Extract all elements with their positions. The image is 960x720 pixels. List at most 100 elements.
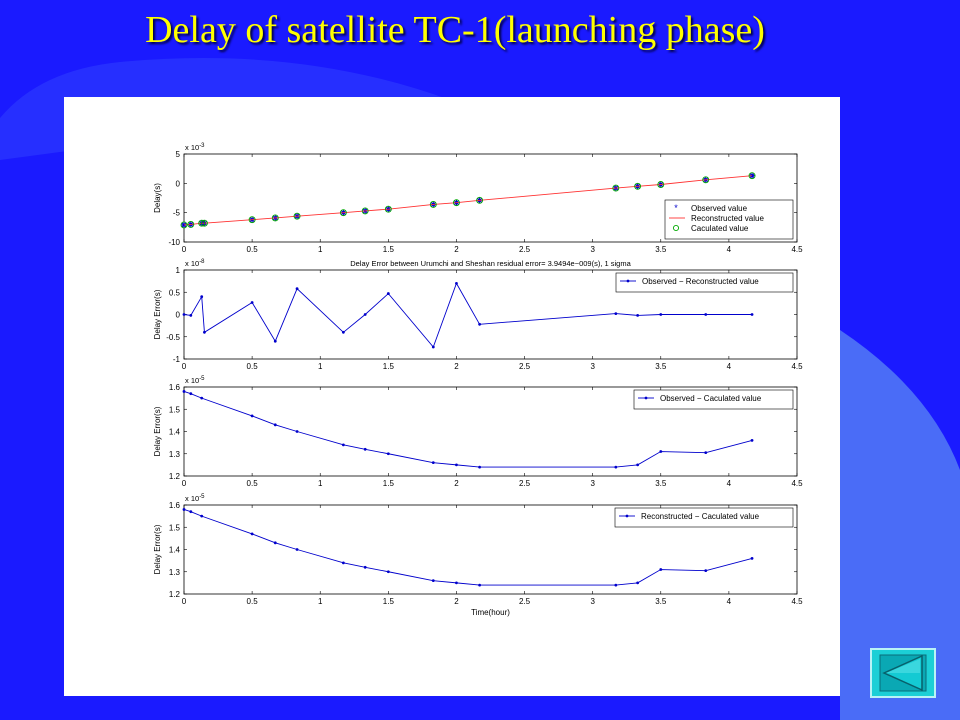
data-point bbox=[250, 532, 254, 536]
y-axis-label: Delay Error(s) bbox=[153, 524, 162, 574]
x-tick-label: 0 bbox=[182, 479, 187, 488]
data-point bbox=[295, 430, 299, 433]
x-tick-label: 2.5 bbox=[519, 597, 531, 606]
accent-shape bbox=[840, 330, 960, 720]
x-tick-label: 2 bbox=[454, 597, 459, 606]
x-tick-label: 0 bbox=[182, 597, 187, 606]
y-tick-label: -5 bbox=[173, 209, 181, 218]
data-point bbox=[250, 301, 254, 304]
data-point bbox=[200, 219, 208, 227]
data-point bbox=[659, 568, 663, 571]
x-tick-label: 4 bbox=[727, 362, 732, 371]
data-point bbox=[181, 221, 187, 228]
y-tick-label: 1.3 bbox=[169, 568, 181, 577]
data-point bbox=[361, 207, 369, 215]
y-tick-label: 0 bbox=[176, 179, 181, 188]
legend-marker bbox=[625, 514, 629, 518]
y-tick-label: 1.6 bbox=[169, 383, 181, 392]
data-point bbox=[478, 465, 482, 469]
data-point bbox=[431, 579, 435, 583]
data-point bbox=[363, 447, 367, 451]
x-tick-label: 1.5 bbox=[383, 245, 395, 254]
data-point bbox=[749, 172, 756, 179]
legend-marker bbox=[644, 396, 648, 400]
data-point bbox=[750, 313, 754, 316]
data-point bbox=[702, 176, 710, 184]
x-tick-label: 1.5 bbox=[383, 362, 395, 371]
data-point bbox=[386, 452, 390, 456]
data-point bbox=[476, 196, 484, 204]
y-tick-label: 1.4 bbox=[169, 428, 181, 437]
x-tick-label: 0.5 bbox=[247, 245, 259, 254]
data-point bbox=[198, 219, 206, 227]
y-tick-label: 0.5 bbox=[169, 288, 181, 297]
legend-box bbox=[615, 272, 794, 293]
x-tick-label: 2 bbox=[454, 479, 459, 488]
data-point bbox=[636, 463, 640, 467]
x-tick-label: 4 bbox=[727, 479, 732, 488]
y-axis-label: Delay(s) bbox=[153, 183, 162, 213]
data-point bbox=[478, 583, 482, 587]
x-tick-label: 4 bbox=[727, 245, 732, 254]
data-point bbox=[180, 221, 188, 229]
x-tick-label: 1 bbox=[318, 479, 323, 488]
data-point bbox=[341, 330, 345, 334]
data-point bbox=[189, 313, 193, 317]
data-point bbox=[612, 184, 620, 192]
y-axis-label: Delay Error(s) bbox=[153, 406, 162, 456]
chart-figure: 0 0.5 1 1.5 2 2.5 3 3.5 4 4.5 -1 0 -5 0 5 x 10-3 Delay(s… bbox=[153, 143, 803, 617]
legend: Observed − Caculated value bbox=[633, 389, 794, 410]
chart-3: 0 0.5 1 1.5 2 2.5 3 3.5 4 4.5 1.2 1.3 1.4 1.5 1.6 x 10-… bbox=[153, 376, 803, 488]
legend: Reconstructed − Caculated value bbox=[614, 507, 794, 528]
y-tick-label: 0 bbox=[176, 311, 181, 320]
x-tick-label: 1 bbox=[318, 245, 323, 254]
data-point bbox=[363, 313, 367, 316]
x-tick-label: 0.5 bbox=[247, 362, 259, 371]
x-tick-label: 0.5 bbox=[247, 479, 259, 488]
legend-marker: * bbox=[674, 203, 678, 213]
legend-entry: Observed − Caculated value bbox=[660, 394, 762, 403]
series-line bbox=[183, 175, 753, 226]
legend: Observed − Reconstructed value bbox=[615, 272, 794, 293]
legend-entry: Observed − Reconstructed value bbox=[642, 277, 759, 286]
data-point bbox=[614, 465, 618, 469]
data-point bbox=[750, 439, 754, 442]
data-point bbox=[384, 205, 392, 213]
data-point bbox=[452, 199, 460, 207]
legend-marker bbox=[672, 224, 680, 232]
data-point bbox=[614, 312, 618, 316]
data-point bbox=[295, 287, 299, 291]
y-tick-label: 1.3 bbox=[169, 450, 181, 459]
data-point bbox=[182, 508, 186, 511]
data-point bbox=[341, 561, 345, 565]
back-arrow-icon bbox=[879, 654, 927, 692]
y-tick-label: 5 bbox=[176, 150, 181, 159]
x-tick-label: 3 bbox=[590, 597, 595, 606]
x-tick-label: 3.5 bbox=[655, 245, 667, 254]
data-point bbox=[200, 295, 204, 299]
x-tick-label: 2 bbox=[454, 245, 459, 254]
y-tick-label: 1.6 bbox=[169, 501, 181, 510]
y-exponent-label: x 10-8 bbox=[185, 259, 205, 268]
x-tick-label: 4.5 bbox=[791, 479, 803, 488]
data-point bbox=[187, 220, 195, 228]
data-point bbox=[182, 390, 186, 393]
data-point bbox=[271, 214, 279, 222]
data-point bbox=[704, 313, 708, 316]
data-point bbox=[704, 451, 708, 455]
x-tick-label: 0 bbox=[182, 245, 187, 254]
data-point bbox=[386, 292, 390, 295]
legend-entry: Observed value bbox=[691, 204, 748, 213]
x-tick-label: 1.5 bbox=[383, 479, 395, 488]
back-button[interactable] bbox=[870, 648, 936, 698]
data-point bbox=[200, 514, 204, 518]
x-tick-label: 2 bbox=[454, 362, 459, 371]
y-tick-label: -1 bbox=[173, 355, 181, 364]
series-line bbox=[183, 282, 753, 348]
data-point bbox=[248, 216, 256, 224]
y-exponent-label: x 10-3 bbox=[185, 143, 205, 152]
chart-4: 0 0.5 1 1.5 2 2.5 3 3.5 4 4.5 1.2 1.3 1.4 1.5 1.6 x 10-… bbox=[153, 494, 803, 617]
data-point bbox=[363, 565, 367, 569]
y-tick-label: 1 bbox=[176, 266, 181, 275]
